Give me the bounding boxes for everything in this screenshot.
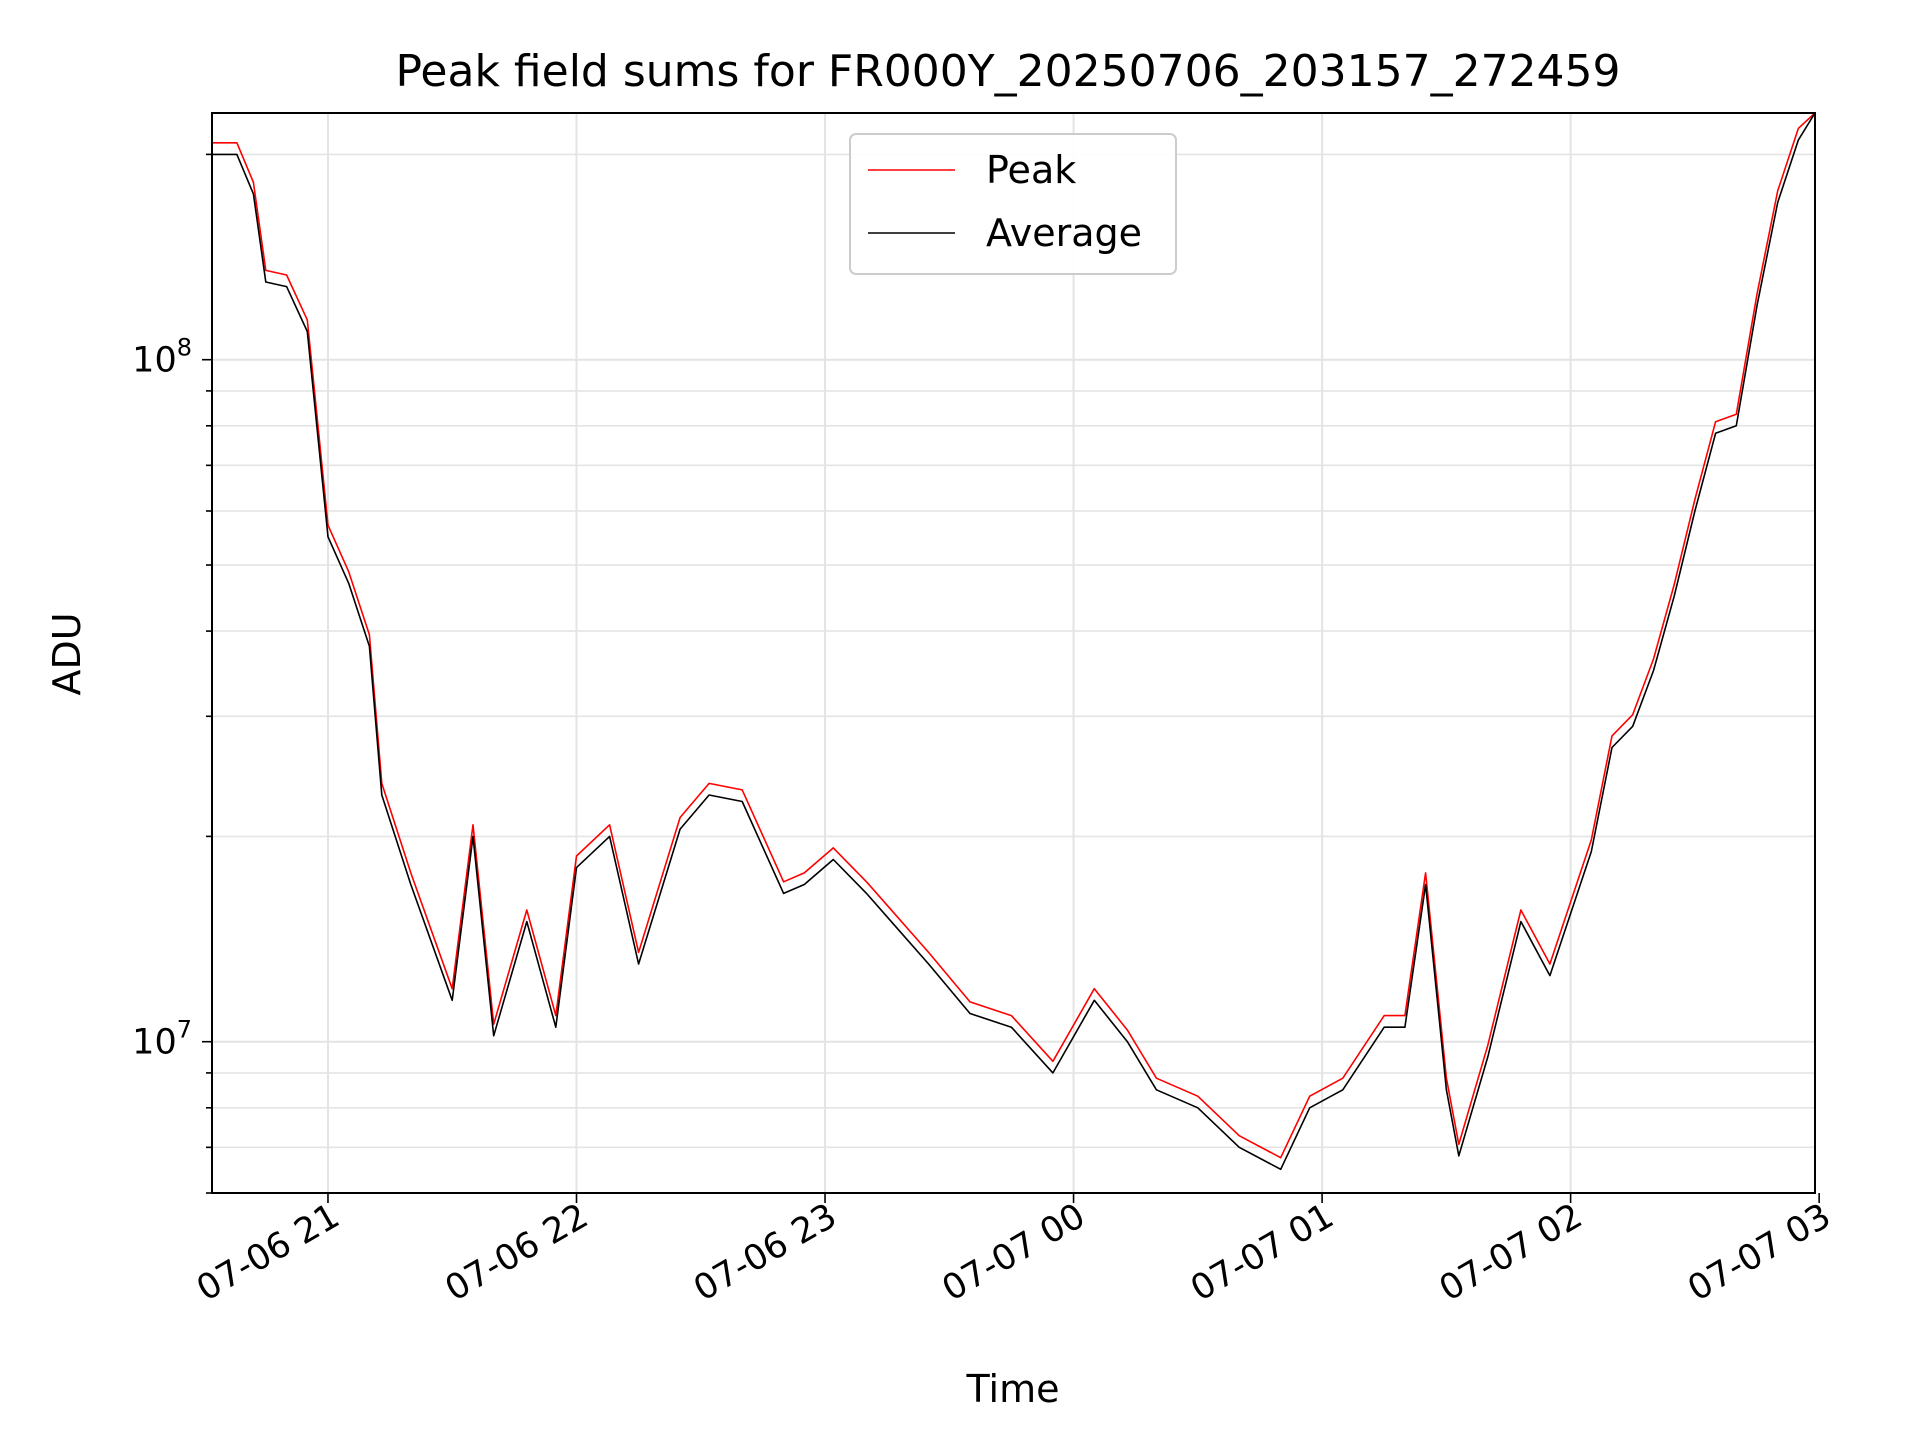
series-layer: [212, 112, 1816, 1171]
y-axis-label: ADU: [45, 612, 89, 695]
legend-average-label: Average: [986, 211, 1142, 255]
y-tick-label: 107: [132, 1016, 192, 1063]
plot-frame: [211, 112, 1816, 1194]
average-series-line: [212, 112, 1816, 1171]
y-tick-label: 108: [132, 334, 192, 381]
peak-series-line: [212, 112, 1816, 1159]
legend-box: [849, 133, 1177, 275]
legend-peak-label: Peak: [986, 148, 1076, 192]
legend: Peak Average: [849, 133, 1177, 275]
x-axis-label: Time: [966, 1367, 1060, 1411]
chart-title: Peak field sums for FR000Y_20250706_2031…: [395, 46, 1620, 97]
